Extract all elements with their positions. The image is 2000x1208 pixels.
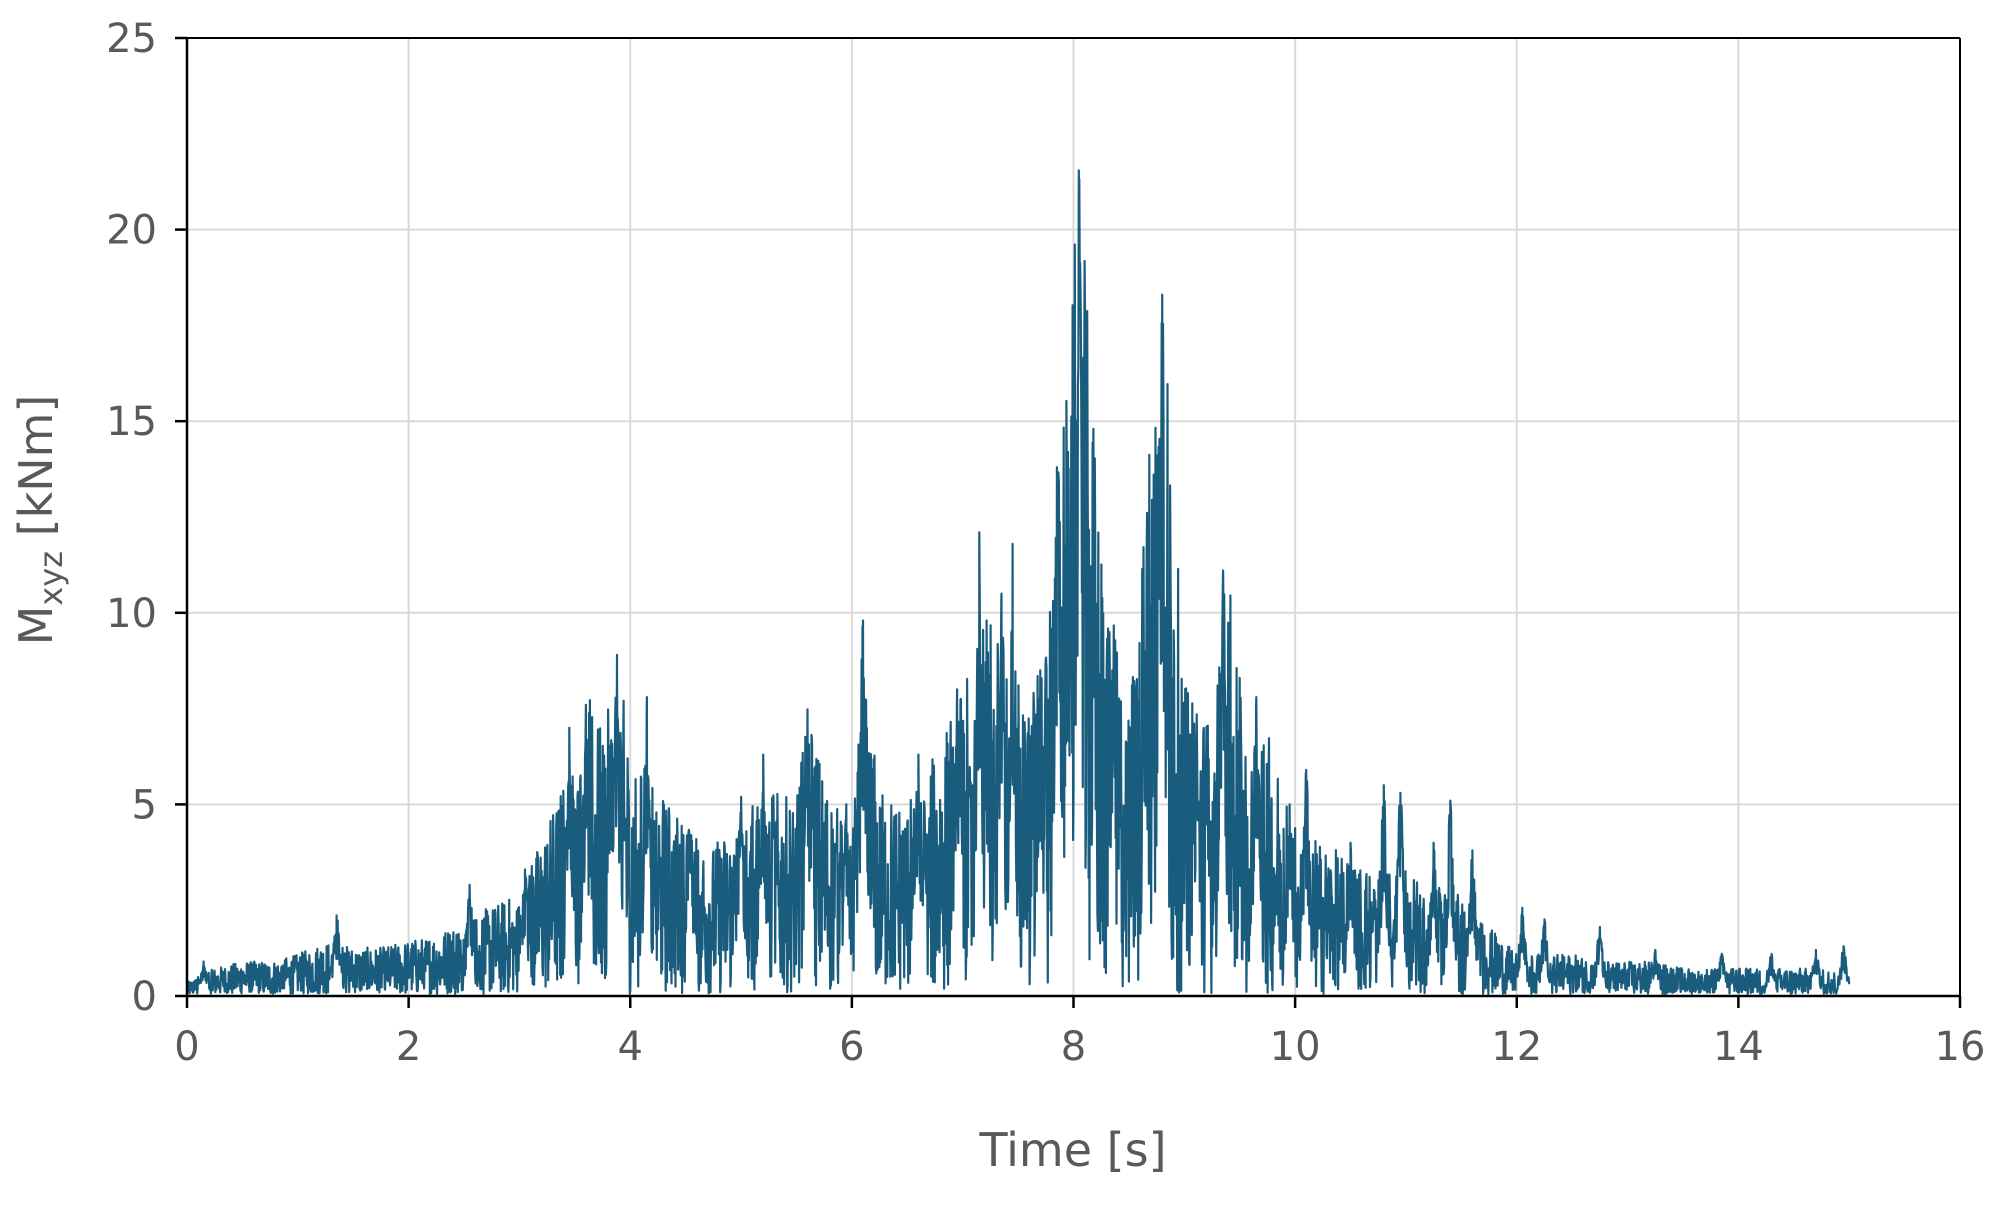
x-tick-label-4: 8 [1061, 1024, 1086, 1070]
x-tick-label-0: 0 [174, 1024, 199, 1070]
axes [175, 36, 1962, 1008]
y-tick-label-5: 25 [106, 16, 157, 62]
y-tick-labels: 0 5 10 15 20 25 [106, 16, 157, 1020]
x-tick-label-3: 6 [839, 1024, 864, 1070]
x-tick-labels: 0 2 4 6 8 10 12 14 16 [174, 1024, 1985, 1070]
y-tick-label-4: 20 [106, 208, 157, 254]
x-tick-label-5: 10 [1270, 1024, 1321, 1070]
y-axis-title-base: M [9, 606, 63, 646]
x-tick-label-6: 12 [1491, 1024, 1542, 1070]
y-tick-label-2: 10 [106, 591, 157, 637]
y-axis-title-subscript: xyz [32, 551, 70, 606]
y-axis-title-unit: [kNm] [9, 395, 63, 551]
x-tick-label-7: 14 [1713, 1024, 1764, 1070]
y-tick-label-3: 15 [106, 399, 157, 445]
y-axis-title: Mxyz [kNm] [9, 395, 70, 646]
series-line-mxyz [185, 169, 1851, 996]
y-tick-label-0: 0 [132, 974, 157, 1020]
x-tick-label-1: 2 [396, 1024, 421, 1070]
y-tick-label-1: 5 [132, 782, 157, 828]
x-axis-title: Time [s] [978, 1123, 1166, 1177]
x-tick-label-8: 16 [1935, 1024, 1986, 1070]
data-series [185, 169, 1851, 996]
x-tick-label-2: 4 [618, 1024, 643, 1070]
